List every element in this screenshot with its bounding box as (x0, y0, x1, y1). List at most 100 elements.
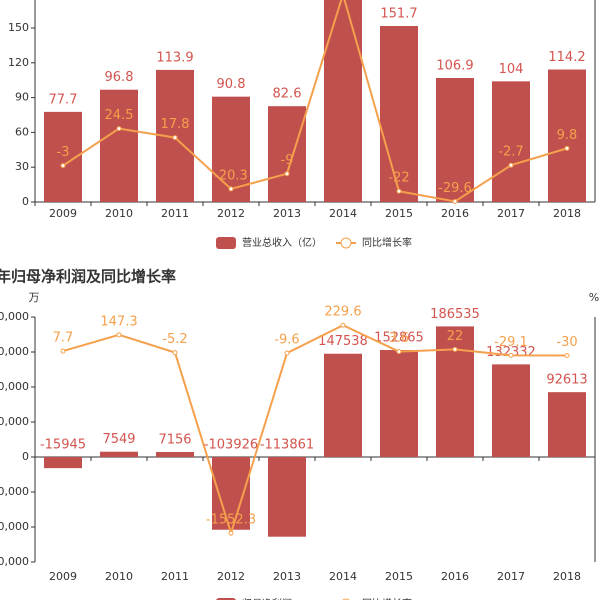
bar-value-label: 104 (499, 62, 524, 77)
y-tick-label: 100,000 (0, 380, 29, 393)
x-tick-label: 2015 (385, 570, 413, 583)
line-value-label: 7.7 (53, 331, 74, 346)
bar-value-label: 7549 (102, 432, 135, 447)
bar-value-label: -113861 (260, 438, 314, 453)
x-tick-label: 2016 (441, 207, 469, 220)
line-point (284, 350, 290, 356)
legend-label: 营业总收入（亿） (242, 236, 322, 249)
line-value-label: -2.7 (498, 145, 523, 160)
legend-symbol (216, 237, 236, 249)
bar-value-label: 151.7 (380, 7, 417, 22)
legend-label: 归母净利润 (242, 597, 292, 600)
y-tick-label: -50,000 (0, 485, 29, 498)
line-value-label: 22 (447, 329, 464, 344)
line-point (60, 163, 66, 169)
x-tick-label: 2010 (105, 570, 133, 583)
x-tick-label: 2013 (273, 207, 301, 220)
bar-value-label: 186535 (430, 307, 480, 322)
legend-label: 同比增长率 (362, 597, 412, 600)
bar-value-label: 114.2 (548, 50, 585, 65)
y-tick-label: 150,000 (0, 345, 29, 358)
line-value-label: -9.6 (274, 333, 299, 348)
bar-value-label: 77.7 (49, 92, 78, 107)
line-value-label: 229.6 (324, 305, 361, 320)
bar (492, 364, 530, 457)
bar (436, 77, 474, 202)
line-value-label: 24.5 (105, 108, 134, 123)
y-tick-label: 0 (22, 450, 29, 463)
x-tick-label: 2011 (161, 207, 189, 220)
x-tick-label: 2012 (217, 207, 245, 220)
line-value-label: -29.1 (494, 335, 528, 350)
line-point (508, 162, 514, 168)
line-value-label: -3 (57, 145, 70, 160)
bar-value-label: 92613 (546, 373, 587, 388)
line-point (172, 350, 178, 356)
line-value-label: -1552.3 (206, 513, 256, 528)
line-point (116, 126, 122, 132)
y-tick-label: -150,000 (0, 555, 29, 568)
line-value-label: -20.3 (214, 168, 248, 183)
x-tick-label: 2013 (273, 570, 301, 583)
line-point (172, 135, 178, 141)
bar (268, 457, 306, 537)
line-point (60, 348, 66, 354)
line-point (116, 332, 122, 338)
y-tick-label: 60 (15, 125, 29, 138)
x-tick-label: 2017 (497, 570, 525, 583)
line-value-label: 17.8 (161, 117, 190, 132)
y-tick-label: 120 (8, 56, 29, 69)
bar-value-label: 96.8 (105, 70, 134, 85)
line-point (340, 322, 346, 328)
bar-value-label: -15945 (40, 438, 86, 453)
bar (492, 81, 530, 202)
line-value-label: -9 (281, 153, 294, 168)
bar (548, 69, 586, 202)
line-value-label: -29.6 (438, 181, 472, 196)
x-tick-label: 2018 (553, 207, 581, 220)
line (62, 324, 568, 537)
line-point (564, 353, 570, 358)
x-tick-label: 2010 (105, 207, 133, 220)
bar-value-label: 82.6 (273, 87, 302, 102)
line-point (228, 186, 234, 192)
bar-value-label: 7156 (158, 432, 191, 447)
line-value-label: 147.3 (100, 314, 137, 329)
x-tick-label: 2014 (329, 207, 357, 220)
bar (44, 457, 82, 469)
bar (156, 451, 194, 457)
y-tick-label: 0 (22, 195, 29, 208)
y-tick-label: 150 (8, 21, 29, 34)
y-tick-label: -100,000 (0, 520, 29, 533)
line (62, 0, 568, 203)
x-tick-label: 2015 (385, 207, 413, 220)
line-value-label: 3.6 (389, 331, 410, 346)
x-tick-label: 2018 (553, 570, 581, 583)
y-tick-label: 50,000 (0, 415, 29, 428)
y-tick-label: 30 (15, 160, 29, 173)
y-axis-unit: 万 (29, 291, 40, 304)
bar-value-label: 90.8 (217, 77, 246, 92)
line-point (284, 171, 290, 177)
line-point (508, 352, 514, 358)
bar-value-label: -103926 (204, 438, 258, 453)
x-tick-label: 2017 (497, 207, 525, 220)
line-point (452, 346, 458, 352)
bar (324, 0, 362, 202)
legend-label: 同比增长率 (362, 236, 412, 249)
chart-title: 年归母净利润及同比增长率 (0, 268, 176, 286)
line-point (452, 198, 458, 204)
x-tick-label: 2009 (49, 570, 77, 583)
bar-value-label: 113.9 (156, 50, 193, 65)
line-value-label: -30 (556, 335, 577, 350)
line-value-label: -22 (388, 171, 409, 186)
line-point (564, 145, 570, 151)
bar (100, 89, 138, 202)
bar (324, 353, 362, 457)
line-value-label: -5.2 (162, 332, 187, 347)
bar (380, 349, 418, 457)
bar (268, 106, 306, 202)
bar-value-label: 147538 (318, 334, 368, 349)
